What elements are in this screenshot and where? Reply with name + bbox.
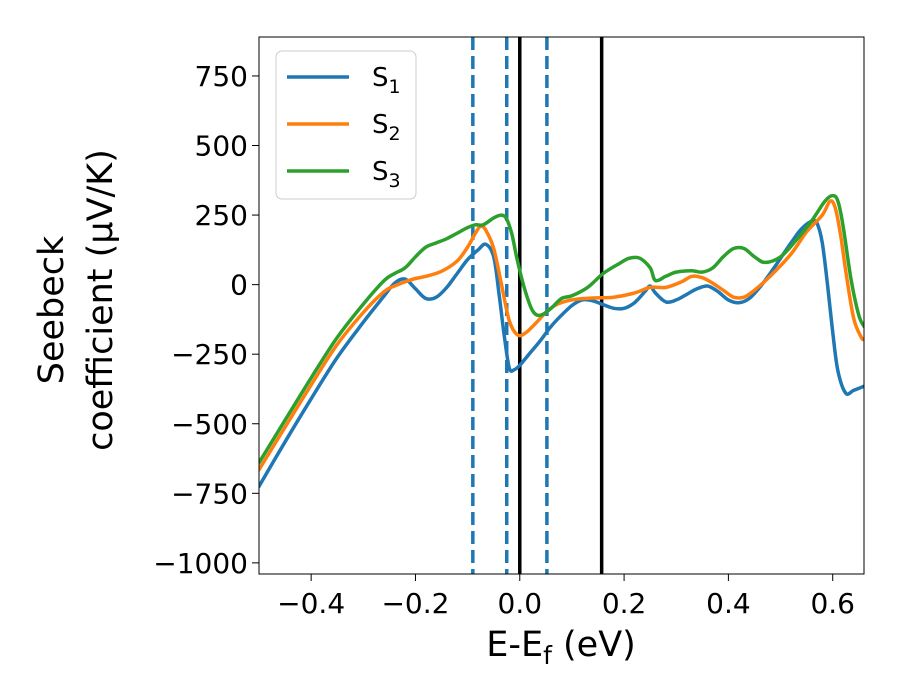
legend: S1 S2 S3: [275, 50, 417, 200]
y-tick-label: −750: [171, 477, 248, 510]
x-tick-label: 0.2: [602, 587, 647, 620]
y-tick-label: 500: [195, 130, 248, 163]
x-axis-label: E-Ef (eV): [486, 625, 636, 670]
y-axis-label-line1: Seebeck: [32, 235, 72, 384]
legend-label-s3: S3: [372, 157, 401, 192]
x-tick-label: 0.4: [706, 587, 751, 620]
legend-label-s1: S1: [372, 63, 401, 98]
legend-label-s2: S2: [372, 110, 401, 145]
y-axis-label: Seebeck coefficient (μV/K): [32, 149, 121, 451]
y-axis-label-line2: coefficient (μV/K): [81, 149, 121, 451]
series-line-s1: [259, 218, 864, 489]
y-tick-label: 750: [195, 60, 248, 93]
plot-frame: [258, 36, 865, 575]
y-tick-label: 250: [195, 199, 248, 232]
y-tick-label: 0: [230, 269, 248, 302]
y-tick-label: −250: [171, 338, 248, 371]
x-tick-label: 0.6: [810, 587, 855, 620]
y-axis: 750 500 250 0 −250 −500 −750 −1000: [153, 60, 259, 580]
x-tick-label: −0.4: [277, 587, 345, 620]
series-line-s3: [259, 193, 864, 465]
x-tick-label: 0.0: [498, 587, 543, 620]
y-tick-label: −1000: [153, 547, 248, 580]
x-axis: −0.4 −0.2 0.0 0.2 0.4 0.6: [277, 574, 855, 620]
series-lines: [259, 193, 864, 489]
series-line-s2: [259, 199, 864, 472]
x-tick-label: −0.2: [381, 587, 449, 620]
y-tick-label: −500: [171, 408, 248, 441]
